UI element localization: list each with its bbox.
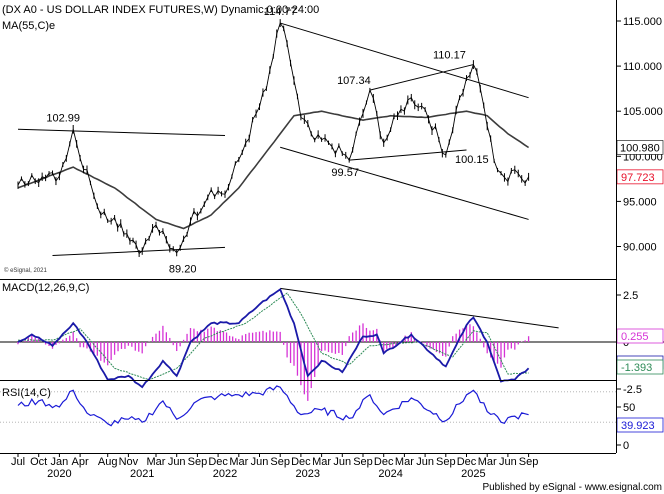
x-month-label: Jun	[168, 456, 186, 468]
macd-tick-label: 2.5	[623, 290, 638, 302]
rsi-badges: 39.923	[617, 418, 663, 432]
x-year-label: 2023	[296, 468, 320, 480]
x-month-label: Sep	[436, 456, 456, 468]
x-month-label: Sep	[519, 456, 539, 468]
x-month-label: Dec	[374, 456, 394, 468]
price-annotation: 114.77	[264, 6, 297, 18]
x-month-label: Mar	[478, 456, 497, 468]
x-month-label: Mar	[395, 456, 414, 468]
macd-value-label: -1.393	[621, 362, 652, 374]
histogram-value-label: 0.255	[621, 331, 649, 343]
x-month-label: Jun	[416, 456, 434, 468]
price-annotation: 107.34	[337, 75, 371, 87]
x-year-label: 2021	[130, 468, 154, 480]
ma-value-label: 100.980	[620, 142, 660, 154]
x-month-label: Mar	[312, 456, 331, 468]
x-year-label: 2020	[47, 468, 71, 480]
x-month-label: Sep	[353, 456, 373, 468]
rsi-legend: RSI(14,C)	[2, 387, 51, 399]
rsi-tick-label: 50	[623, 402, 635, 414]
price-annotation: 99.57	[331, 167, 359, 179]
x-month-label: Apr	[72, 456, 89, 468]
last-price-label: 97.723	[621, 172, 655, 184]
price-annotation: 102.99	[46, 112, 80, 124]
price-tick-label: 90.000	[623, 242, 657, 254]
x-month-label: Mar	[147, 456, 166, 468]
x-year-label: 2022	[213, 468, 237, 480]
x-year-label: 2024	[378, 468, 402, 480]
x-month-label: Jun	[251, 456, 269, 468]
x-month-label: Dec	[291, 456, 311, 468]
price-tick-label: 110.000	[623, 61, 662, 73]
footer-credit: Published by eSignal - www.esignal.com	[482, 482, 662, 493]
ma-legend: MA(55,C)e	[2, 20, 55, 32]
watermark: © eSignal, 2021	[4, 267, 47, 274]
x-month-label: Aug	[98, 456, 118, 468]
macd-legend: MACD(12,26,9,C)	[2, 282, 89, 294]
x-month-label: Mar	[229, 456, 248, 468]
price-tick-label: 115.000	[623, 16, 662, 28]
price-tick-label: 105.000	[623, 106, 663, 118]
x-month-label: Jul	[11, 456, 25, 468]
rsi-tick-label: 0	[623, 440, 629, 452]
x-year-label: 2025	[461, 468, 485, 480]
x-month-label: Dec	[457, 456, 477, 468]
macd-tick-label: -2.5	[623, 384, 642, 396]
x-month-label: Dec	[208, 456, 228, 468]
x-month-label: Jun	[499, 456, 517, 468]
x-month-label: Sep	[270, 456, 290, 468]
price-annotation: 110.17	[433, 50, 466, 62]
x-month-label: Nov	[119, 456, 139, 468]
rsi-value-label: 39.923	[621, 420, 655, 432]
price-tick-label: 95.000	[623, 196, 657, 208]
price-annotation: 100.15	[455, 154, 489, 166]
x-month-label: Sep	[188, 456, 208, 468]
x-month-label: Jun	[333, 456, 351, 468]
x-month-label: Oct	[30, 456, 47, 468]
x-month-label: Jan	[51, 456, 69, 468]
price-annotation: 89.20	[169, 264, 197, 276]
